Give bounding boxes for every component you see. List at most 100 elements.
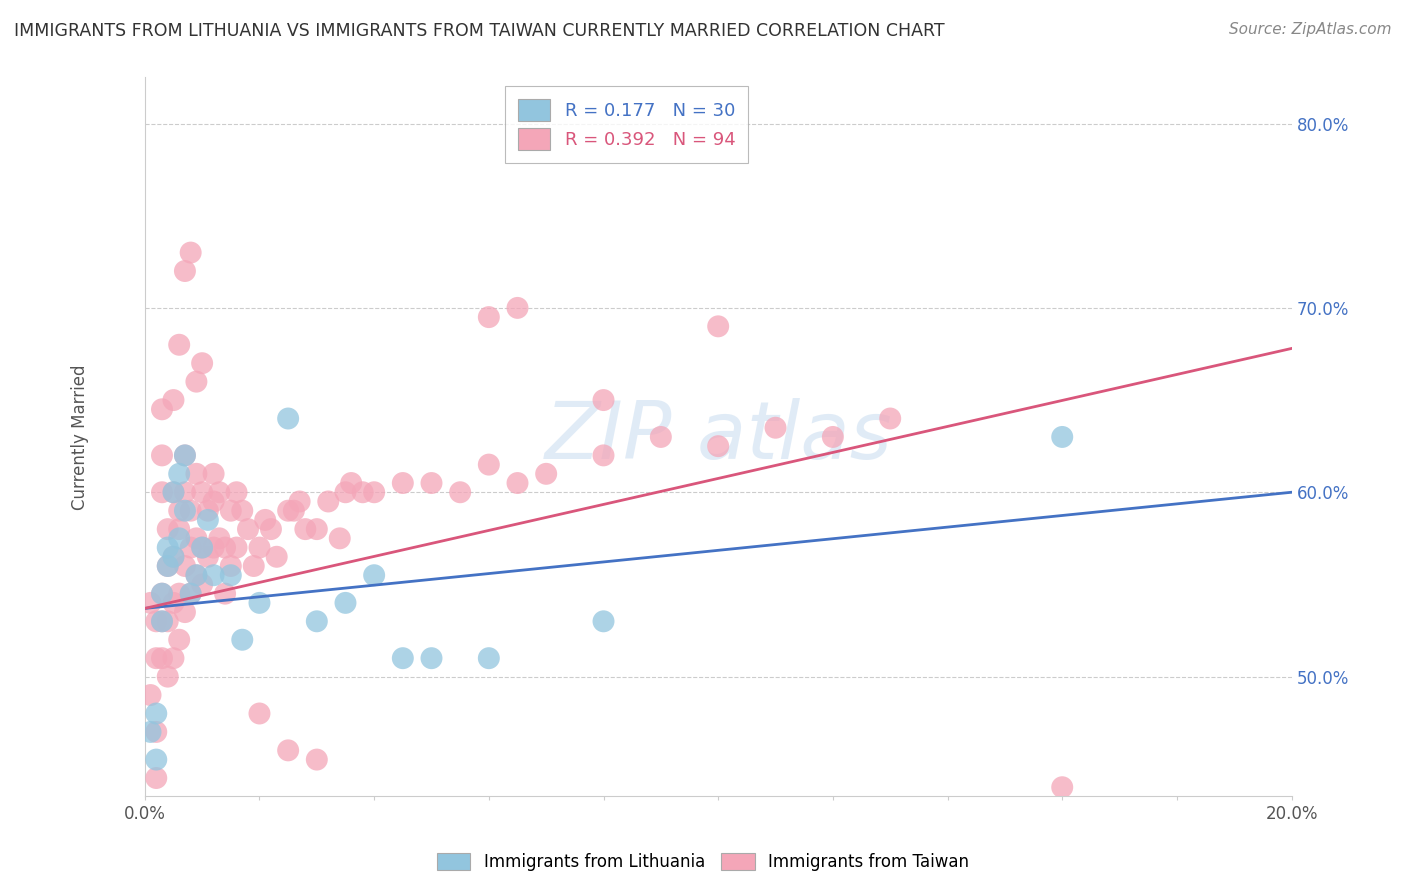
Point (592, 393, 614, 408)
Point (219, 568, 242, 582)
Point (156, 559, 179, 574)
Point (214, 541, 236, 555)
Point (363, 485, 385, 500)
Legend: Immigrants from Lithuania, Immigrants from Taiwan: Immigrants from Lithuania, Immigrants fr… (429, 845, 977, 880)
Point (305, 753, 328, 767)
Point (167, 532, 190, 546)
Point (392, 476, 415, 491)
Point (156, 541, 179, 555)
Point (145, 615, 167, 629)
Point (167, 522, 190, 536)
Point (277, 411, 299, 425)
Point (150, 587, 173, 601)
Point (254, 513, 277, 527)
Point (145, 651, 167, 665)
Point (174, 559, 197, 574)
Point (156, 522, 179, 536)
Point (352, 485, 374, 500)
Point (180, 587, 202, 601)
Point (139, 688, 162, 702)
Point (139, 596, 162, 610)
Point (167, 467, 190, 481)
Y-axis label: Currently Married: Currently Married (72, 364, 89, 509)
Point (478, 651, 501, 665)
Point (260, 522, 283, 536)
Point (150, 402, 173, 417)
Point (821, 430, 844, 444)
Text: IMMIGRANTS FROM LITHUANIA VS IMMIGRANTS FROM TAIWAN CURRENTLY MARRIED CORRELATIO: IMMIGRANTS FROM LITHUANIA VS IMMIGRANTS … (14, 22, 945, 40)
Point (167, 587, 190, 601)
Point (249, 706, 271, 721)
Point (225, 485, 247, 500)
Point (191, 356, 214, 370)
Text: ZIP atlas: ZIP atlas (544, 398, 891, 476)
Point (191, 577, 214, 591)
Point (208, 485, 231, 500)
Point (156, 670, 179, 684)
Point (249, 541, 271, 555)
Point (506, 476, 529, 491)
Point (592, 449, 614, 463)
Point (225, 541, 247, 555)
Point (145, 771, 167, 785)
Point (305, 522, 328, 536)
Point (707, 319, 730, 334)
Point (197, 504, 219, 518)
Point (162, 651, 184, 665)
Text: Source: ZipAtlas.com: Source: ZipAtlas.com (1229, 22, 1392, 37)
Point (420, 651, 443, 665)
Point (266, 549, 288, 564)
Point (534, 467, 557, 481)
Point (277, 504, 299, 518)
Point (236, 522, 259, 536)
Point (478, 310, 501, 325)
Point (174, 264, 197, 278)
Point (150, 615, 173, 629)
Point (156, 559, 179, 574)
Point (180, 541, 202, 555)
Point (162, 549, 184, 564)
Point (191, 485, 214, 500)
Point (1050, 430, 1073, 444)
Point (765, 421, 787, 435)
Point (219, 504, 242, 518)
Point (186, 532, 208, 546)
Point (707, 439, 730, 453)
Point (191, 541, 214, 555)
Point (186, 467, 208, 481)
Point (162, 596, 184, 610)
Point (197, 549, 219, 564)
Point (174, 485, 197, 500)
Point (186, 568, 208, 582)
Point (139, 725, 162, 739)
Point (145, 725, 167, 739)
Point (197, 513, 219, 527)
Point (180, 245, 202, 260)
Point (478, 458, 501, 472)
Point (167, 338, 190, 352)
Point (288, 494, 311, 508)
Point (294, 522, 316, 536)
Point (174, 449, 197, 463)
Point (363, 568, 385, 582)
Point (202, 494, 225, 508)
Point (879, 411, 901, 425)
Point (242, 559, 264, 574)
Point (1050, 780, 1073, 795)
Point (335, 596, 357, 610)
Point (449, 485, 471, 500)
Point (202, 541, 225, 555)
Point (329, 532, 352, 546)
Point (180, 587, 202, 601)
Point (191, 541, 214, 555)
Point (162, 485, 184, 500)
Point (592, 615, 614, 629)
Point (208, 532, 231, 546)
Point (156, 615, 179, 629)
Point (277, 743, 299, 757)
Point (392, 651, 415, 665)
Point (316, 494, 339, 508)
Point (150, 587, 173, 601)
Point (219, 559, 242, 574)
Point (202, 568, 225, 582)
